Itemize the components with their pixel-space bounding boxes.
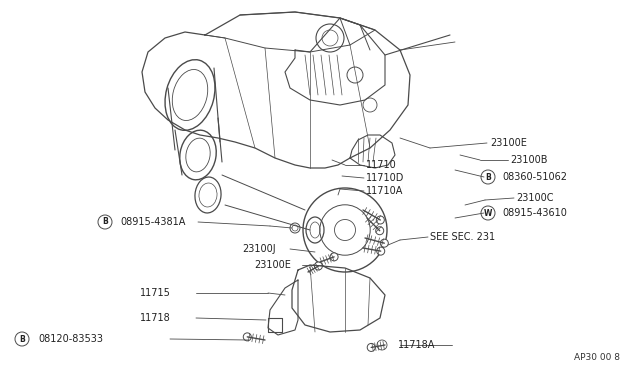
Text: W: W (484, 208, 492, 218)
Text: B: B (102, 218, 108, 227)
Circle shape (377, 247, 385, 255)
Text: 08915-43610: 08915-43610 (502, 208, 567, 218)
Text: 08360-51062: 08360-51062 (502, 172, 567, 182)
Circle shape (376, 216, 385, 224)
Circle shape (330, 253, 338, 261)
Text: B: B (19, 334, 25, 343)
Circle shape (314, 262, 323, 270)
Circle shape (377, 340, 387, 350)
Text: 08120-83533: 08120-83533 (38, 334, 103, 344)
Text: SEE SEC. 231: SEE SEC. 231 (430, 232, 495, 242)
Text: AP30 00 8: AP30 00 8 (574, 353, 620, 362)
Text: 11710A: 11710A (366, 186, 403, 196)
Circle shape (380, 239, 388, 247)
Text: 11710: 11710 (366, 160, 397, 170)
Text: 11715: 11715 (140, 288, 171, 298)
Circle shape (290, 223, 300, 233)
Text: 23100E: 23100E (490, 138, 527, 148)
Text: 23100E: 23100E (254, 260, 291, 270)
Text: 23100C: 23100C (516, 193, 554, 203)
Text: 23100J: 23100J (242, 244, 276, 254)
Text: 08915-4381A: 08915-4381A (120, 217, 186, 227)
Circle shape (243, 333, 252, 341)
Text: 11710D: 11710D (366, 173, 404, 183)
Text: 11718A: 11718A (398, 340, 435, 350)
Circle shape (376, 227, 384, 235)
Text: 23100B: 23100B (510, 155, 547, 165)
Text: 11718: 11718 (140, 313, 171, 323)
Circle shape (367, 343, 375, 352)
Text: B: B (485, 173, 491, 182)
